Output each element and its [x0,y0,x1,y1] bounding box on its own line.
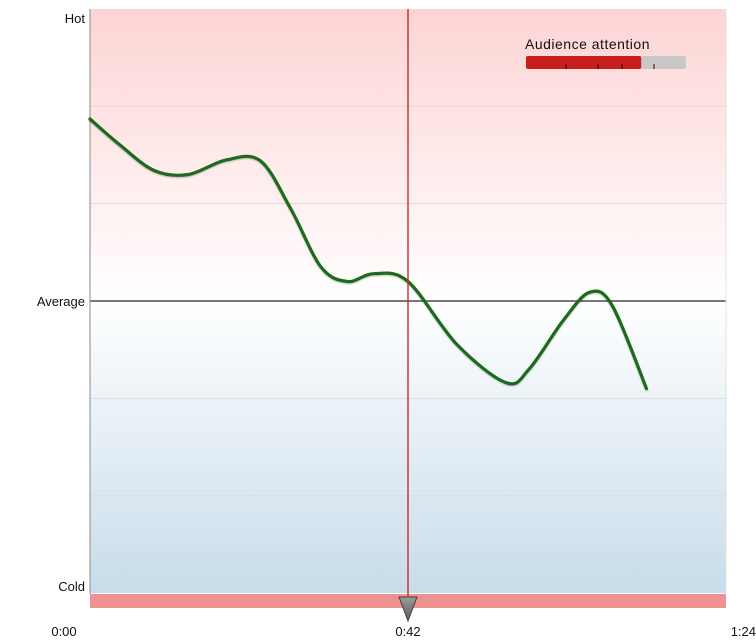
legend: Audience attention [525,36,686,69]
x-tick-label: 0:00 [51,624,76,639]
y-tick-label: Cold [58,579,85,594]
legend-ticks [565,64,655,69]
x-tick-label: 1:24 [731,624,756,639]
legend-level-fill [526,56,642,69]
playhead-marker-icon[interactable] [398,596,418,623]
attention-series-line [88,117,649,391]
y-tick-label: Hot [65,11,86,26]
x-axis-labels: 0:00 0:42 1:24 [51,624,756,639]
y-axis-labels: Hot Average Cold [37,11,86,594]
y-tick-label: Average [37,294,85,309]
legend-title: Audience attention [525,36,650,52]
x-tick-label: 0:42 [395,624,420,639]
